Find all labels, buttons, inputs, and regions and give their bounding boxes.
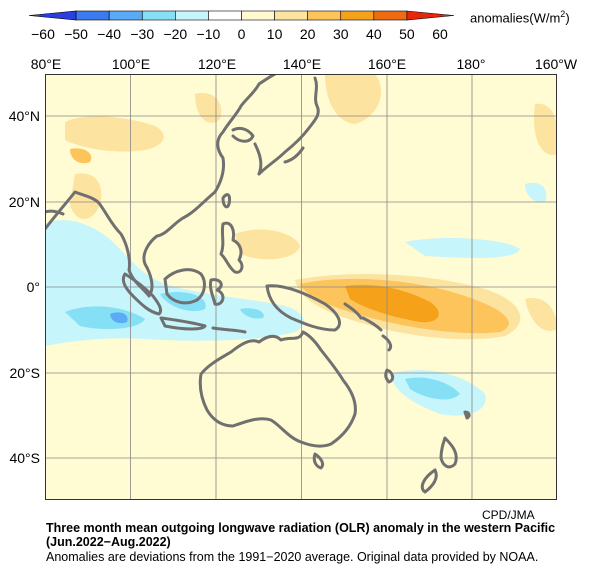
positive-anomaly-strong [345,284,439,323]
lat-label-0: 0° [26,279,40,295]
colorbar-tick-label: 0 [237,26,246,42]
colorbar-cell [75,10,110,21]
philippines-coast [219,221,244,274]
colorbar-cell [274,10,308,21]
colorbar-cell [208,10,242,21]
lon-label-180: 180° [456,56,486,72]
colorbar-tick-label: 10 [266,26,283,42]
caption-period: (Jun.2022−Aug.2022) [46,535,171,549]
colorbar-cell [141,10,176,21]
japan-coast [257,76,320,176]
colorbar-cell [307,10,342,21]
lat-label-20n: 20°N [8,194,40,210]
australia-coast [198,330,357,448]
lon-label-120e: 120°E [197,56,237,72]
borneo-coast [163,268,206,305]
colorbar [28,10,455,21]
colorbar-unit-label: anomalies(W/m2) [470,9,570,26]
colorbar-tick-label: 30 [332,26,349,42]
new-guinea-coast [265,284,341,332]
colorbar-tick-label: −60 [31,26,55,42]
colorbar-cell [28,10,77,21]
coastlines [45,74,471,494]
colorbar-tick-label: 50 [399,26,415,42]
colorbar-cell [373,10,408,21]
lon-label-160e: 160°E [367,56,407,72]
colorbar-tick-label: −30 [130,26,155,42]
lat-label-40n: 40°N [8,108,40,124]
olr-anomaly-map [45,74,557,500]
gridlines [45,74,557,500]
colorbar-tick-label: −10 [196,26,221,42]
asia-coast [45,74,277,298]
colorbar-cell [340,10,375,21]
sumatra-coast [121,272,163,316]
lon-label-160w: 160°W [534,56,578,72]
colorbar-cell [241,10,275,21]
colorbar-tick-label: 20 [299,26,316,42]
credit-label: CPD/JMA [482,508,535,522]
negative-anomaly-strong [110,312,128,324]
colorbar-tick-label: −40 [97,26,122,42]
lon-label-80e: 80°E [30,56,62,72]
lon-label-140e: 140°E [282,56,322,72]
caption-note: Anomalies are deviations from the 1991−2… [46,550,539,564]
colorbar-tick-label: 60 [432,26,448,42]
colorbar-cell [406,10,455,21]
colorbar-tick-label: −20 [163,26,188,42]
colorbar-tick-label: −50 [64,26,88,42]
lat-label-40s: 40°S [9,450,40,466]
lat-label-20s: 20°S [9,365,40,381]
colorbar-tick-label: 40 [366,26,382,42]
colorbar-cell [175,10,209,21]
java-coast [159,316,207,331]
lon-label-100e: 100°E [111,56,151,72]
colorbar-cell [108,10,143,21]
map-frame [45,74,557,500]
new-zealand-coast [439,436,458,469]
caption-title: Three month mean outgoing longwave radia… [46,521,556,535]
